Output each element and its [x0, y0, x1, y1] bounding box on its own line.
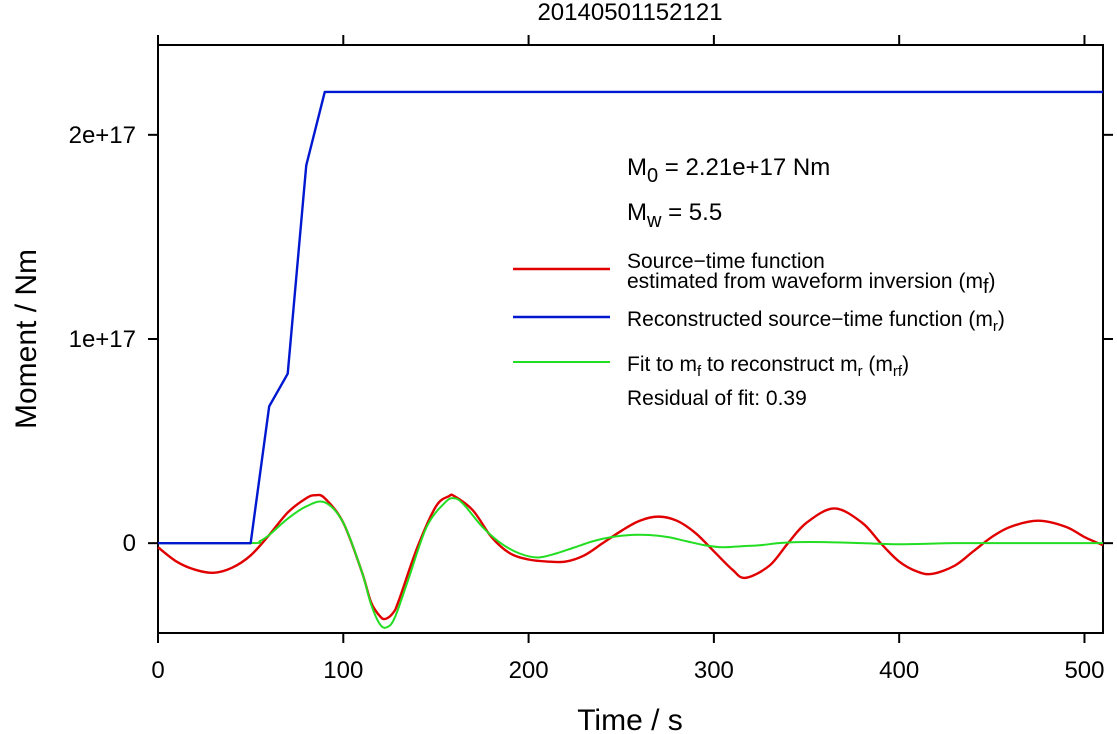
series-blue-line: [158, 90, 1103, 545]
residual-annotation: Residual of fit: 0.39: [627, 387, 807, 410]
chart-title: 20140501152121: [537, 0, 722, 26]
y-tick-label: 0: [123, 530, 136, 557]
y-axis-label: Moment / Nm: [10, 249, 43, 429]
axis-ticks: [148, 35, 1113, 643]
legend-green-text: Fit to mf to reconstruct mr (mrf): [627, 353, 909, 380]
x-tick-label: 300: [694, 657, 734, 684]
x-tick-label: 100: [323, 657, 363, 684]
y-tick-label: 1e+17: [69, 326, 136, 353]
series-red-line: [157, 493, 1104, 621]
series-lines: [157, 90, 1104, 629]
y-tick-label: 2e+17: [69, 122, 136, 149]
axis-tick-labels: 0 100 200 300 400 500 0 1e+17 2e+17: [69, 122, 1105, 684]
series-green-line: [157, 497, 1103, 629]
x-tick-label: 200: [509, 657, 549, 684]
legend-blue-text: Reconstructed source−time function (mr): [627, 308, 1005, 335]
x-tick-label: 400: [879, 657, 919, 684]
x-axis-label: Time / s: [577, 704, 683, 734]
seismic-moment-annotation: M0 = 2.21e+17 Nm: [627, 154, 830, 187]
legend: Source−time function estimated from wave…: [513, 250, 1005, 410]
x-tick-label: 500: [1064, 657, 1104, 684]
legend-red-line2: estimated from waveform inversion (mf): [627, 270, 996, 298]
moment-magnitude-annotation: Mw = 5.5: [627, 199, 722, 232]
plot-frame: [157, 44, 1104, 634]
legend-red-line1: Source−time function: [627, 250, 825, 273]
x-tick-label: 0: [151, 657, 164, 684]
